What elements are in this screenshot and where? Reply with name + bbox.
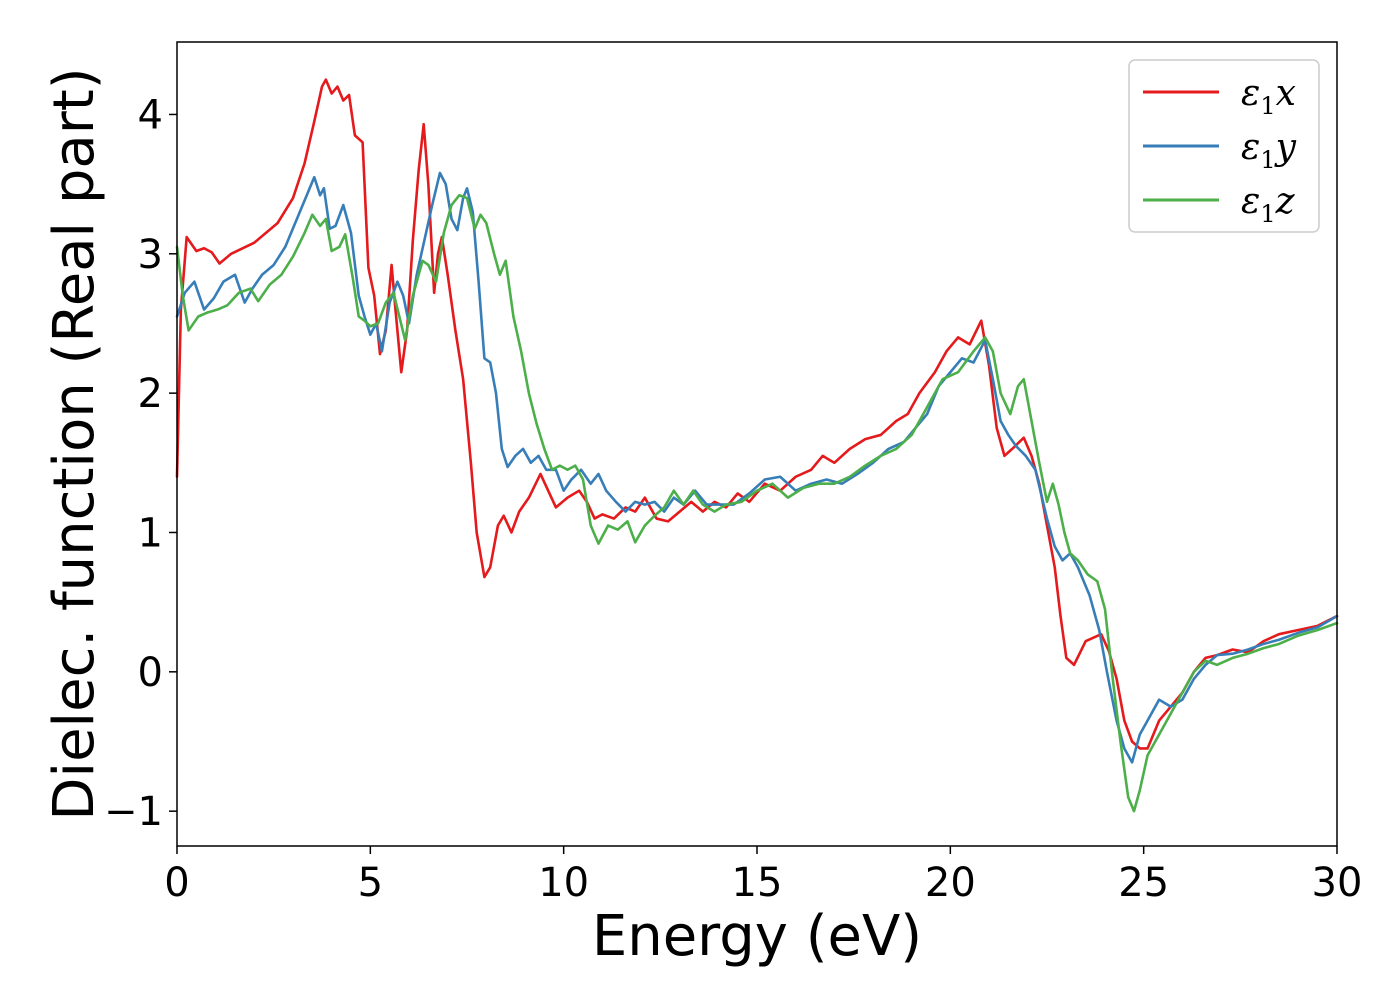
legend-label-main: ε [1241, 73, 1260, 114]
legend-label-main: ε [1241, 181, 1260, 222]
legend-label-subscript: 1 [1260, 200, 1275, 228]
legend-item-x: ε1x [1143, 73, 1296, 120]
x-tick-label: 30 [1312, 860, 1363, 906]
legend-label: ε1z [1241, 181, 1296, 228]
y-tick-label: −1 [104, 789, 163, 835]
y-axis-ticks: −1 0 1 2 3 4 [104, 92, 177, 835]
legend-label-tail: x [1276, 73, 1296, 114]
x-tick-label: 25 [1118, 860, 1169, 906]
legend-item-z: ε1z [1143, 181, 1296, 228]
x-tick-label: 15 [732, 860, 783, 906]
x-tick-label: 10 [538, 860, 589, 906]
legend-label-tail: z [1275, 181, 1296, 222]
series-line-y [175, 171, 1339, 764]
x-axis-title: Energy (eV) [592, 904, 922, 969]
x-axis-ticks: 0 5 10 15 20 25 30 [164, 846, 1362, 906]
series-layer [175, 78, 1339, 813]
series-line-z [175, 193, 1339, 813]
series-line-x [175, 78, 1339, 750]
y-tick-label: 3 [138, 232, 163, 278]
legend-label-subscript: 1 [1260, 92, 1275, 120]
legend-label-tail: y [1274, 127, 1297, 168]
y-tick-label: 0 [138, 650, 163, 696]
legend-label-main: ε [1241, 127, 1260, 168]
y-tick-label: 4 [138, 92, 163, 138]
legend-label: ε1y [1241, 127, 1297, 174]
x-tick-label: 0 [164, 860, 189, 906]
y-tick-label: 2 [138, 371, 163, 417]
legend-item-y: ε1y [1143, 127, 1297, 174]
legend-box [1128, 59, 1320, 233]
legend-label: ε1x [1241, 73, 1296, 120]
y-tick-label: 1 [138, 510, 163, 556]
x-tick-label: 5 [358, 860, 383, 906]
y-axis-title: Dielec. function (Real part) [42, 67, 107, 820]
x-tick-label: 20 [925, 860, 976, 906]
legend-label-subscript: 1 [1260, 146, 1275, 174]
